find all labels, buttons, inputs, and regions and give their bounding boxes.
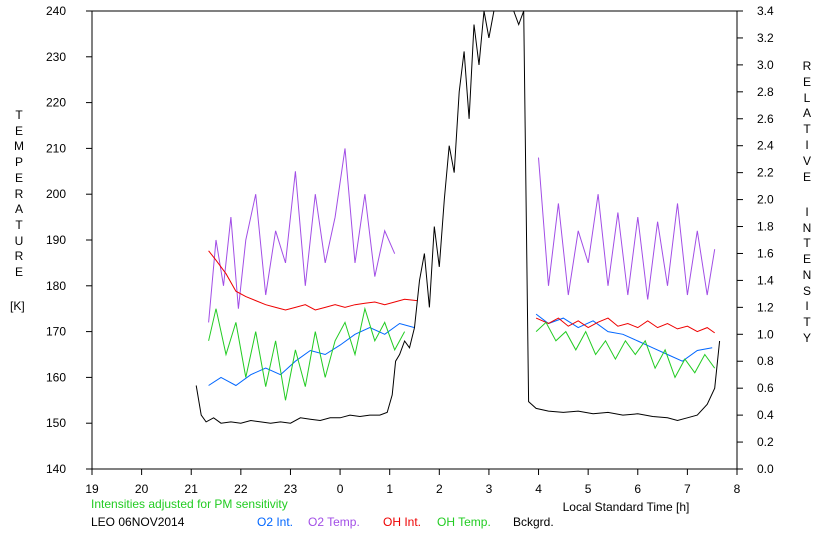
axis-label-letter: E (802, 252, 811, 267)
legend-bckgrd: Bckgrd. (513, 515, 554, 529)
axis-label-letter: I (805, 299, 809, 314)
axis-label-letter: R (14, 186, 24, 201)
axis-label-letter: S (802, 283, 811, 298)
left-tick-label: 150 (46, 416, 66, 430)
x-tick-label: 2 (436, 482, 443, 496)
axis-label-letter: V (802, 153, 811, 168)
left-tick-label: 190 (46, 233, 66, 247)
left-tick-label: 140 (46, 462, 66, 476)
axis-label-letter: T (803, 314, 811, 329)
axis-label-letter: N (802, 267, 812, 282)
series-line-oh-temp (535, 321, 716, 379)
axis-label-letter: T (803, 122, 811, 137)
x-tick-label: 6 (634, 482, 641, 496)
legend-oh-temp: OH Temp. (437, 515, 491, 529)
series-line-o2-temp (208, 148, 396, 323)
axis-label-letter: T (15, 108, 23, 122)
x-tick-label: 22 (234, 482, 248, 496)
plot-frame (91, 10, 738, 470)
axis-label-letter: T (15, 217, 23, 232)
right-tick-label: 1.2 (757, 300, 774, 314)
right-tick-label: 0.6 (757, 381, 774, 395)
left-tick-label: 200 (46, 187, 66, 201)
x-tick-label: 19 (85, 482, 99, 496)
series-line-o2-int (535, 313, 713, 362)
left-tick-label: 240 (46, 4, 66, 18)
left-tick-label: 210 (46, 141, 66, 155)
axis-label-letter: E (802, 169, 811, 184)
series-line-o2-temp (538, 157, 716, 300)
x-tick-label: 7 (684, 482, 691, 496)
right-tick-label: 2.2 (757, 166, 774, 180)
right-tick-label: 2.4 (757, 139, 774, 153)
right-tick-label: 2.0 (757, 193, 774, 207)
axis-label-letter: P (14, 155, 23, 170)
right-tick-label: 3.0 (757, 58, 774, 72)
x-axis-label: Local Standard Time [h] (563, 500, 690, 514)
left-axis-unit: [K] (10, 299, 25, 313)
right-tick-label: 2.6 (757, 112, 774, 126)
right-tick-label: 1.6 (757, 246, 774, 260)
left-tick-label: 220 (46, 96, 66, 110)
axis-label-letter: R (802, 59, 812, 73)
legend-o2-temp: O2 Temp. (308, 515, 360, 529)
right-tick-label: 0.0 (757, 462, 774, 476)
x-axis-ticks: 19 20 21 22 23 0 1 2 3 4 5 6 7 8 (85, 469, 741, 496)
axis-label-letter: R (14, 249, 24, 264)
station-label: LEO 06NOV2014 (91, 515, 185, 529)
axis-label-letter: N (802, 220, 812, 235)
x-tick-label: 3 (486, 482, 493, 496)
axis-label-letter: I (805, 205, 809, 219)
sensitivity-note: Intensities adjusted for PM sensitivity (91, 497, 288, 511)
legend-oh-int: OH Int. (383, 515, 421, 529)
x-tick-label: 4 (535, 482, 542, 496)
x-tick-label: 21 (185, 482, 199, 496)
right-axis-ticks: 0.0 0.2 0.4 0.6 0.8 1.0 1.2 1.4 1.6 1.8 2.0 2.2 2.4 2… (737, 4, 774, 476)
series-line-oh-int (208, 250, 418, 311)
left-axis-ticks: 140 150 160 170 180 190 200 210 220 230 240 (46, 4, 92, 476)
axis-label-letter: E (14, 170, 23, 185)
axis-label-letter: E (14, 123, 23, 138)
x-tick-label: 20 (135, 482, 149, 496)
axis-label-letter: A (802, 106, 811, 121)
series-lines (195, 10, 721, 424)
x-tick-label: 8 (734, 482, 741, 496)
right-tick-label: 0.2 (757, 435, 774, 449)
right-tick-label: 0.8 (757, 354, 774, 368)
left-tick-label: 180 (46, 279, 66, 293)
axis-label-letter: Y (802, 330, 811, 345)
x-tick-label: 1 (386, 482, 393, 496)
axis-label-letter: E (802, 74, 811, 89)
x-tick-label: 5 (585, 482, 592, 496)
right-tick-label: 1.8 (757, 220, 774, 234)
series-line-oh-temp (208, 306, 406, 401)
axis-label-letter: T (803, 236, 811, 251)
left-tick-label: 230 (46, 50, 66, 64)
x-tick-label: 23 (284, 482, 298, 496)
x-tick-label: 0 (337, 482, 344, 496)
series-line-bckgrd (195, 10, 721, 424)
left-tick-label: 160 (46, 370, 66, 384)
axis-label-letter: L (803, 90, 811, 105)
axis-label-letter: I (805, 138, 809, 152)
axis-label-letter: M (14, 139, 24, 154)
right-tick-label: 3.2 (757, 31, 774, 45)
axis-label-letter: U (14, 233, 24, 248)
right-tick-label: 2.8 (757, 85, 774, 99)
axis-label-letter: E (14, 265, 23, 279)
right-tick-label: 0.4 (757, 408, 774, 422)
legend-o2-int: O2 Int. (257, 515, 293, 529)
right-tick-label: 3.4 (757, 4, 774, 18)
series-line-oh-int (535, 317, 715, 334)
axis-label-letter: A (14, 202, 23, 217)
right-tick-label: 1.0 (757, 327, 774, 341)
right-tick-label: 1.4 (757, 273, 774, 287)
left-tick-label: 170 (46, 325, 66, 339)
